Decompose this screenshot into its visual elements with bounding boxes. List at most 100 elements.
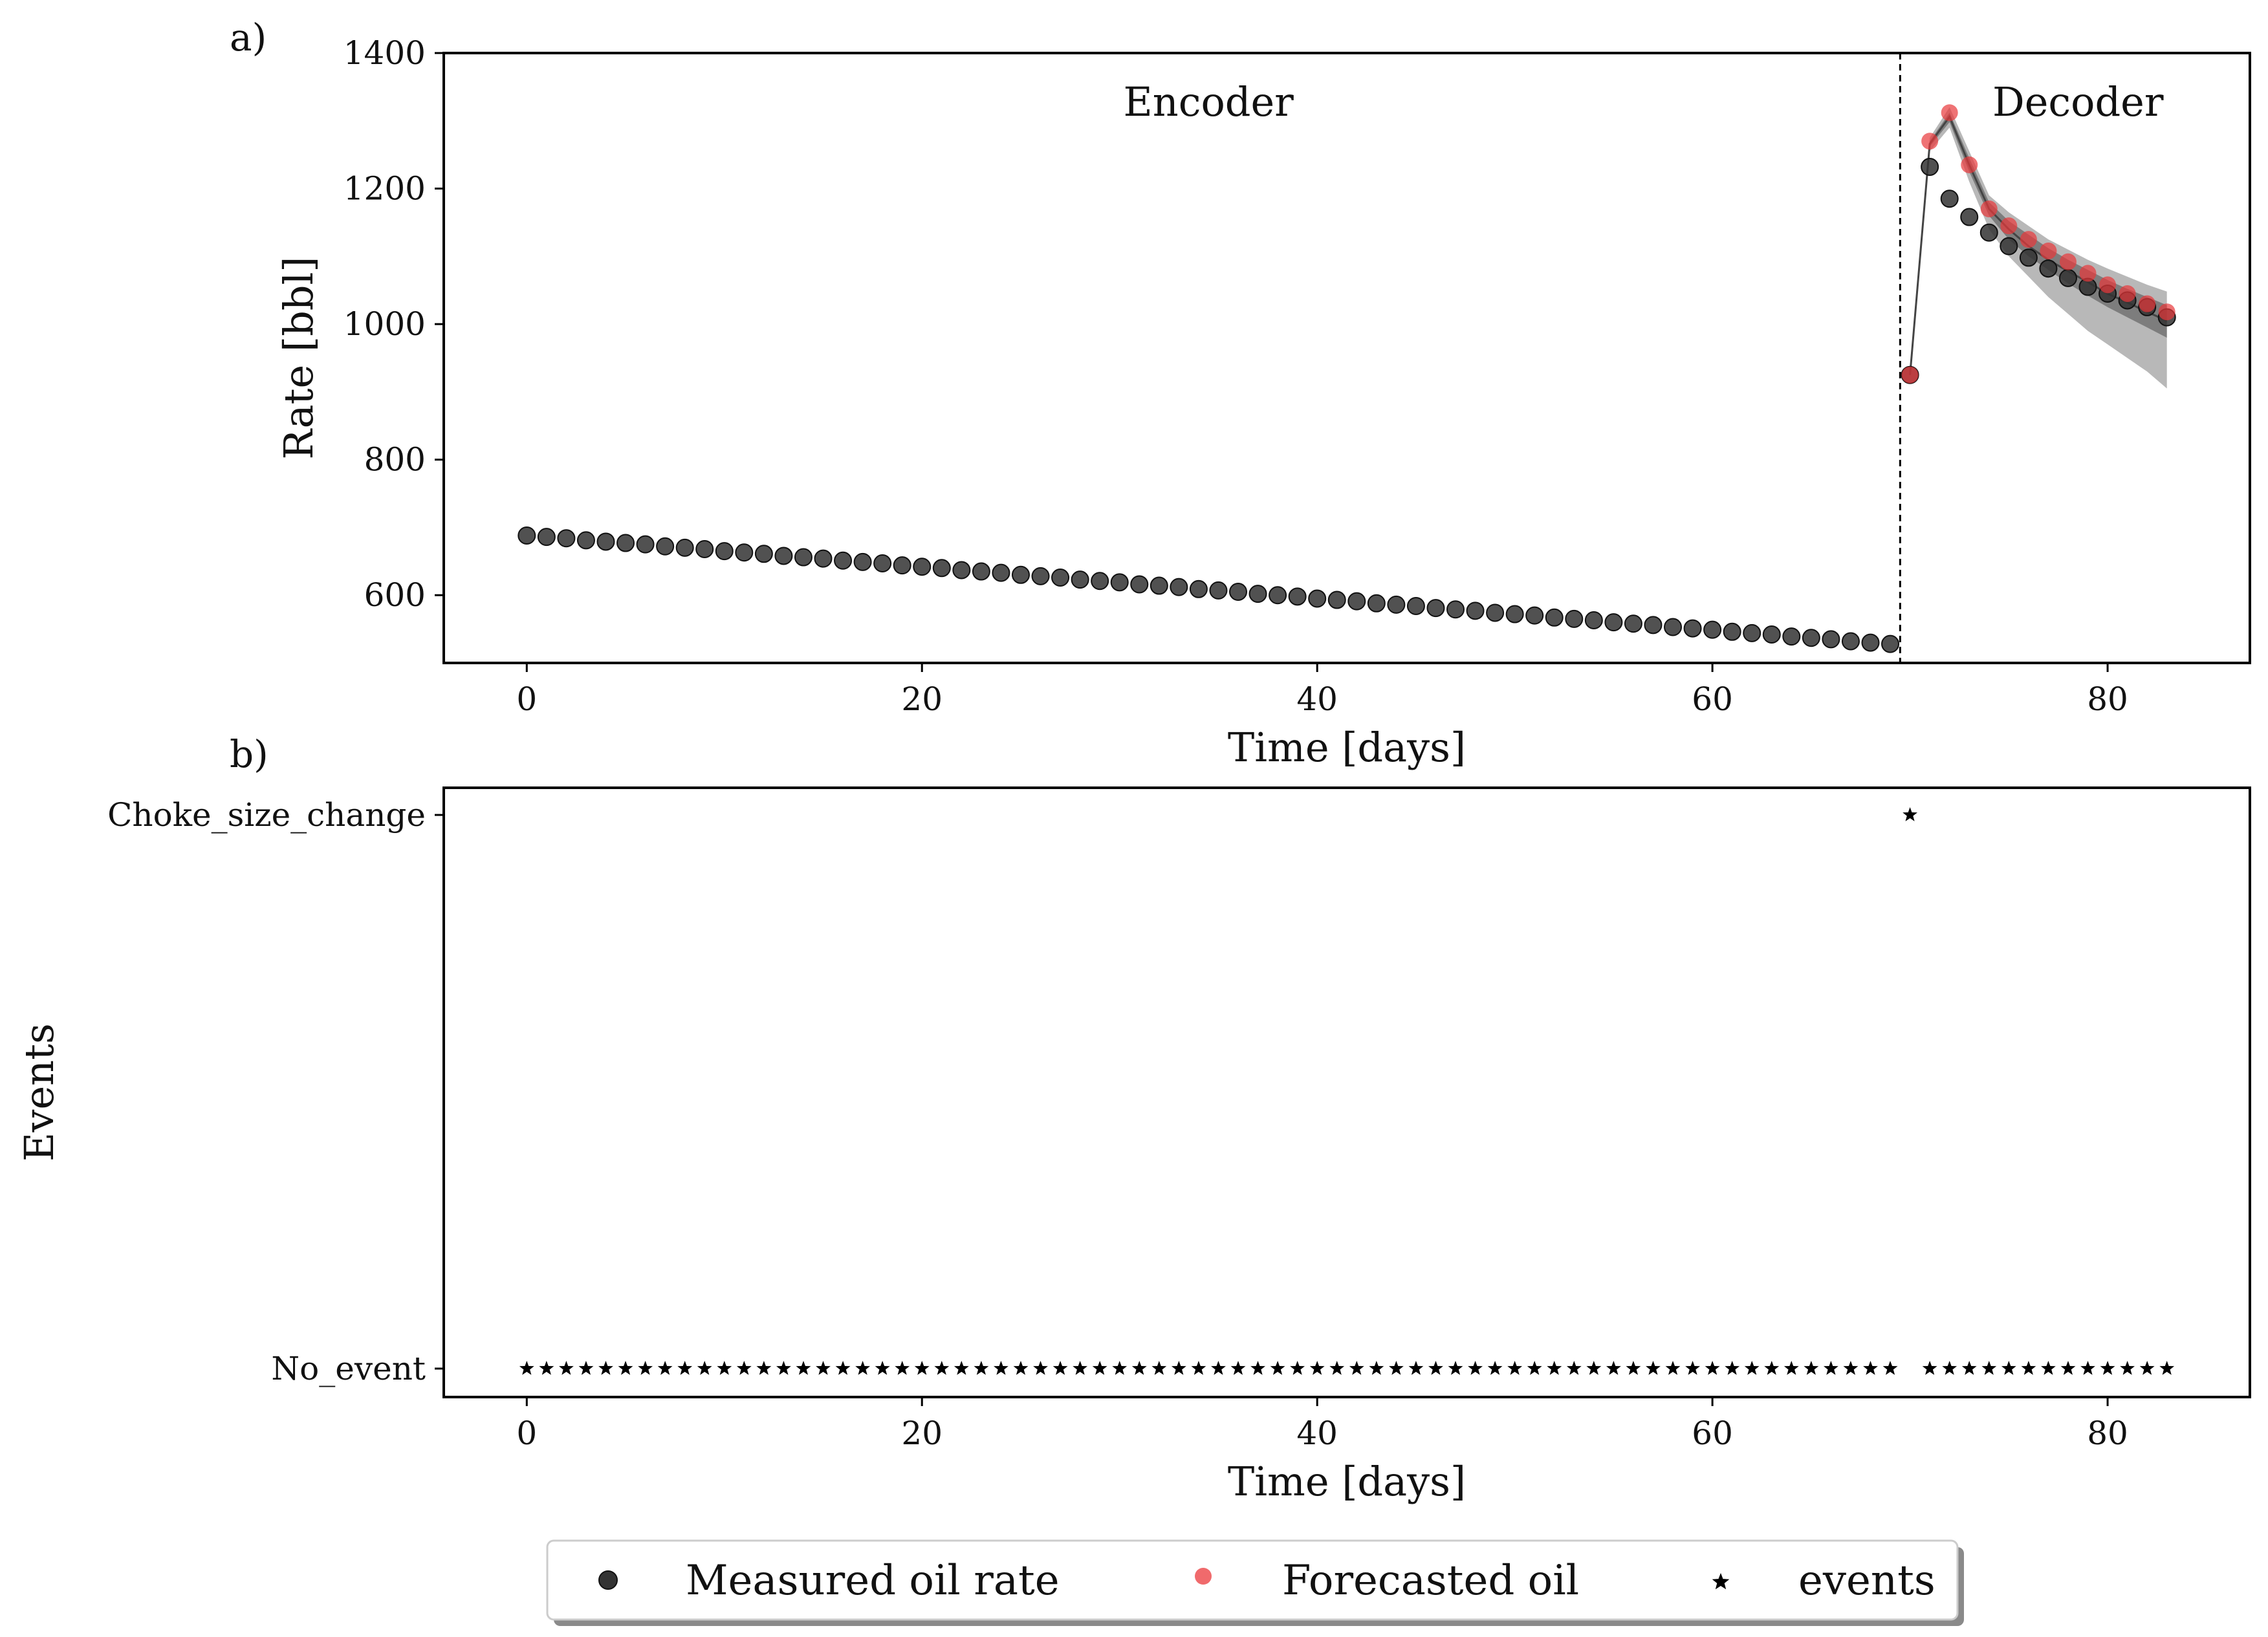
measured-oil-point (1505, 605, 1524, 623)
measured-oil-point (1723, 622, 1741, 641)
forecasted-oil-point (2139, 295, 2156, 312)
measured-oil-point (518, 526, 536, 545)
measured-oil-point (715, 542, 734, 561)
measured-oil-point (1881, 634, 1900, 653)
event-marker (1270, 1361, 1285, 1375)
event-marker (934, 1361, 950, 1375)
event-marker (1290, 1361, 1305, 1375)
measured-oil-point (1525, 606, 1544, 625)
measured-oil-point (675, 538, 694, 557)
event-marker (1369, 1361, 1384, 1375)
event-marker (2001, 1361, 2016, 1375)
measured-oil-point (537, 528, 556, 547)
events-panel: b) 0 20 40 60 80 No_event Choke_size_change Ti… (16, 732, 2251, 1505)
measured-oil-point (1703, 620, 1722, 639)
forecasted-oil-point (2099, 276, 2117, 294)
event-marker (1744, 1361, 1760, 1375)
event-marker (1230, 1361, 1246, 1375)
measured-oil-point (2019, 248, 2038, 267)
events-panel-ylabel: Events (16, 1023, 63, 1162)
forecasted-oil-point (2000, 217, 2018, 235)
events-xtick-label: 0 (516, 1415, 537, 1452)
event-marker (539, 1361, 554, 1375)
measured-oil-point (794, 548, 812, 567)
event-marker (2060, 1361, 2076, 1375)
measured-oil-point (1288, 587, 1307, 606)
event-marker (1961, 1361, 1977, 1375)
event-marker (835, 1361, 851, 1375)
measured-oil-point (754, 545, 773, 563)
measured-oil-point (1802, 629, 1820, 647)
event-marker (1824, 1361, 1838, 1375)
rate-panel: a) 0 20 40 60 80 600 800 1000 1200 1400 Encoder D… (230, 16, 2251, 771)
measured-oil-point (1269, 586, 1287, 605)
event-marker (1171, 1361, 1186, 1375)
legend: Measured oil rate Forecasted oil events (546, 1539, 1964, 1626)
event-marker (2080, 1361, 2095, 1375)
rate-xtick-label: 80 (2087, 680, 2128, 718)
event-marker (796, 1361, 811, 1375)
measured-oil-point (774, 547, 793, 565)
measured-oil-point (1248, 585, 1267, 603)
panel-a-label: a) (230, 16, 267, 60)
event-marker (1131, 1361, 1147, 1375)
event-marker (2100, 1361, 2115, 1375)
measured-oil-point (1861, 633, 1880, 652)
measured-oil-point (1624, 614, 1642, 633)
measured-oil-point (1841, 632, 1860, 651)
measured-oil-point (1644, 616, 1663, 634)
measured-oil-point (2058, 268, 2077, 287)
measured-oil-point (656, 537, 675, 556)
measured-oil-point (1228, 582, 1247, 601)
event-marker (1863, 1361, 1878, 1375)
event-marker (559, 1361, 574, 1375)
measured-oil-point (1130, 575, 1149, 594)
measured-oil-point (1979, 223, 1998, 242)
measured-oil-point (1664, 618, 1683, 636)
event-marker (1309, 1361, 1325, 1375)
measured-oil-point (992, 563, 1010, 582)
measured-oil-point (1308, 589, 1327, 608)
decoder-label: Decoder (1992, 78, 2164, 125)
forecasted-oil-point (1941, 104, 1958, 122)
measured-oil-point (735, 543, 754, 562)
measured-oil-point (913, 558, 932, 576)
measured-oil-point (814, 549, 833, 568)
measured-oil-point (1110, 573, 1129, 592)
event-marker (1646, 1361, 1661, 1375)
events-category-label: No_event (271, 1350, 426, 1387)
event-marker (1191, 1361, 1206, 1375)
measured-oil-point (1091, 572, 1109, 591)
event-marker (776, 1361, 791, 1375)
rate-panel-points (518, 104, 2176, 653)
measured-oil-point (873, 554, 892, 572)
events-xtick-label: 80 (2087, 1415, 2128, 1452)
event-marker (1389, 1361, 1404, 1375)
forecasted-oil-point (1901, 366, 1919, 384)
legend-box (546, 1539, 1959, 1621)
measured-oil-point (1209, 581, 1228, 600)
rate-panel-ticks: 0 20 40 60 80 600 800 1000 1200 1400 (343, 34, 2128, 718)
measured-oil-point (616, 534, 635, 552)
event-marker (1922, 1361, 1937, 1375)
event-marker (697, 1361, 712, 1375)
rate-xtick-label: 0 (516, 680, 537, 718)
event-marker (1013, 1361, 1029, 1375)
measured-oil-point (1743, 623, 1761, 642)
event-marker (1527, 1361, 1542, 1375)
event-marker (1033, 1361, 1048, 1375)
event-marker (677, 1361, 693, 1375)
rate-xtick-label: 40 (1296, 680, 1338, 718)
event-marker (1250, 1361, 1265, 1375)
measured-oil-point (695, 539, 714, 558)
event-marker (1408, 1361, 1424, 1375)
measured-oil-point (576, 531, 595, 550)
measured-oil-point (1486, 603, 1505, 622)
event-marker (1665, 1361, 1681, 1375)
measured-oil-point (1150, 576, 1168, 595)
event-marker (1804, 1361, 1819, 1375)
event-marker (1468, 1361, 1483, 1375)
events-xtick-label: 20 (901, 1415, 943, 1452)
event-marker (598, 1361, 613, 1375)
measured-oil-point (1683, 619, 1702, 638)
